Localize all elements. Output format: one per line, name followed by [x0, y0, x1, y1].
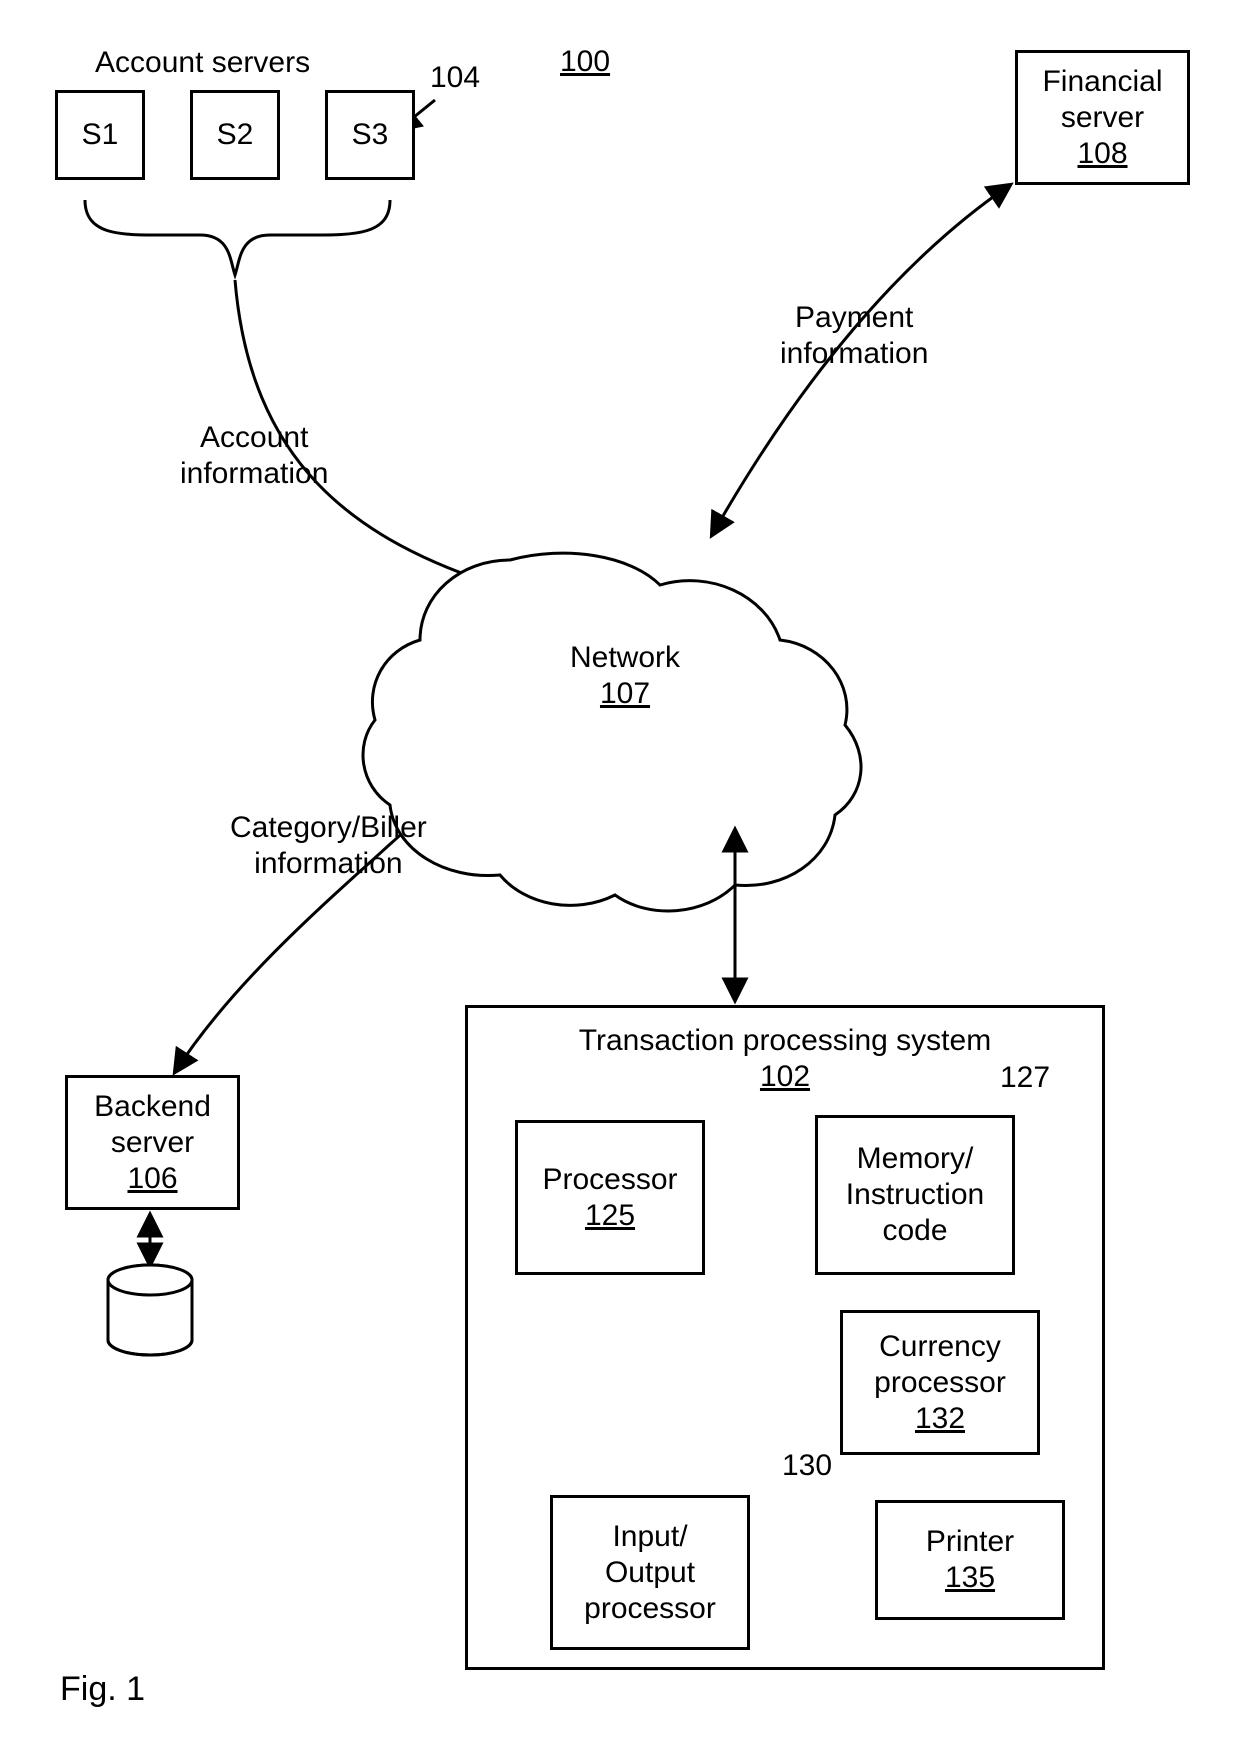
financial-server-num: 108 — [1077, 136, 1127, 172]
memory-box: Memory/ Instruction code — [815, 1115, 1015, 1275]
backend-server-line1: Backend — [94, 1089, 211, 1125]
server-s1: S1 — [55, 90, 145, 180]
server-s2: S2 — [190, 90, 280, 180]
currency-num: 132 — [915, 1401, 965, 1437]
ref-100: 100 — [560, 45, 610, 79]
financial-server-line1: Financial — [1042, 64, 1162, 100]
io-line1: Input/ — [612, 1519, 687, 1555]
io-line3: processor — [584, 1591, 716, 1627]
server-s3-label: S3 — [352, 117, 389, 153]
memory-line2: Instruction — [846, 1177, 984, 1213]
tps-label: Transaction processing system — [579, 1023, 991, 1059]
network-num: 107 — [600, 677, 650, 710]
processor-box: Processor 125 — [515, 1120, 705, 1275]
printer-num: 135 — [945, 1560, 995, 1596]
memory-line1: Memory/ — [857, 1141, 974, 1177]
server-s1-label: S1 — [82, 117, 119, 153]
category-biller-label: Category/Biller information — [230, 810, 427, 882]
ref-104: 104 — [430, 60, 480, 96]
backend-server: Backend server 106 — [65, 1075, 240, 1210]
account-information-label: Account information — [180, 420, 328, 492]
ref-127: 127 — [1000, 1060, 1050, 1096]
processor-label: Processor — [542, 1162, 677, 1198]
backend-server-num: 106 — [127, 1161, 177, 1197]
printer-box: Printer 135 — [875, 1500, 1065, 1620]
backend-server-line2: server — [111, 1125, 194, 1161]
io-processor-box: Input/ Output processor — [550, 1495, 750, 1650]
io-line2: Output — [605, 1555, 695, 1591]
currency-line1: Currency — [879, 1329, 1001, 1365]
network-label: Network 107 — [560, 640, 690, 712]
currency-line2: processor — [874, 1365, 1006, 1401]
server-s3: S3 — [325, 90, 415, 180]
tps-num: 102 — [760, 1059, 810, 1095]
account-servers-label: Account servers — [95, 45, 310, 81]
memory-line3: code — [882, 1213, 947, 1249]
ref-130: 130 — [782, 1448, 832, 1484]
financial-server: Financial server 108 — [1015, 50, 1190, 185]
currency-processor-box: Currency processor 132 — [840, 1310, 1040, 1455]
printer-label: Printer — [926, 1524, 1014, 1560]
figure-label: Fig. 1 — [60, 1670, 145, 1709]
network-text: Network — [570, 641, 680, 674]
figure-page: 100 Account servers 104 S1 S2 S3 Financi… — [0, 0, 1240, 1742]
payment-information-label: Payment information — [780, 300, 928, 372]
server-s2-label: S2 — [217, 117, 254, 153]
processor-num: 125 — [585, 1198, 635, 1234]
financial-server-line2: server — [1061, 100, 1144, 136]
